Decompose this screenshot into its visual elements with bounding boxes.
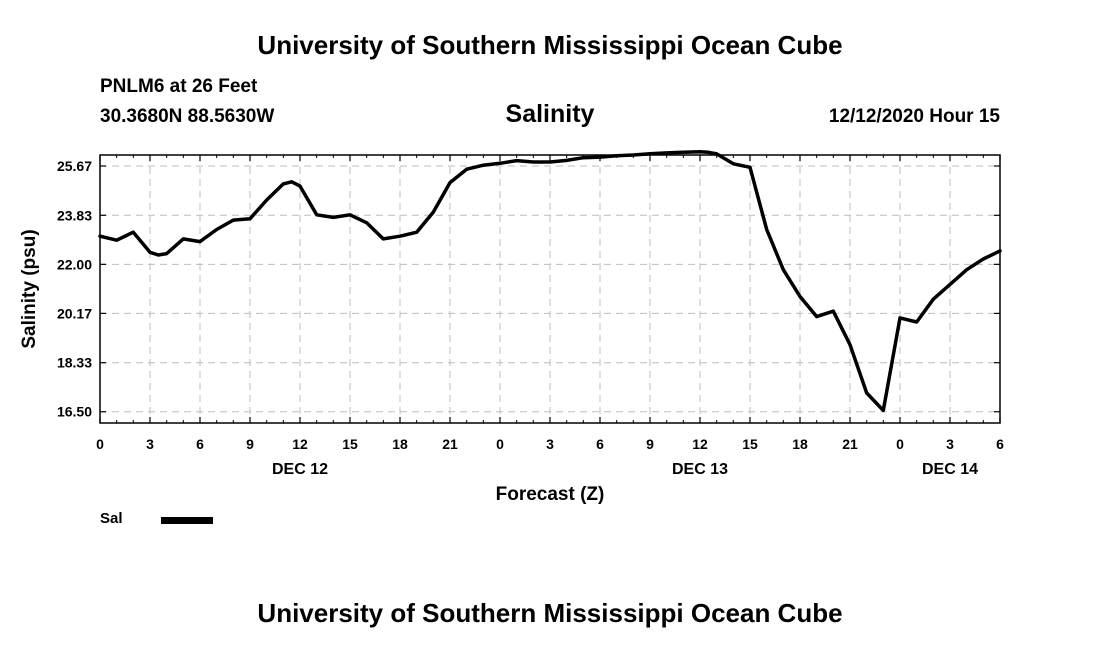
x-tick-label: 12 — [292, 436, 308, 452]
x-tick-label: 18 — [792, 436, 808, 452]
y-tick-label: 23.83 — [57, 207, 92, 223]
x-tick-label: 9 — [646, 436, 654, 452]
station-label: PNLM6 at 26 Feet — [100, 76, 258, 97]
legend-label: Sal — [100, 510, 123, 527]
x-tick-label: 3 — [946, 436, 954, 452]
x-tick-label: 0 — [496, 436, 504, 452]
x-axis-title: Forecast (Z) — [496, 484, 605, 505]
x-tick-label: 21 — [442, 436, 458, 452]
day-label: DEC 14 — [922, 461, 978, 478]
y-tick-label: 16.50 — [57, 404, 92, 420]
timestamp-label: 12/12/2020 Hour 15 — [828, 106, 1000, 127]
x-tick-label: 3 — [146, 436, 154, 452]
x-tick-label: 6 — [196, 436, 204, 452]
axis-labels: 0 3 6 9 12 15 18 21 0 3 6 9 12 15 18 21 0 3 6 16.50 18.33 20.… — [57, 158, 1004, 478]
day-label: DEC 13 — [672, 461, 728, 478]
x-tick-label: 0 — [96, 436, 104, 452]
x-tick-label: 18 — [392, 436, 408, 452]
top-title: University of Southern Mississippi Ocean… — [257, 30, 843, 60]
x-tick-label: 6 — [996, 436, 1004, 452]
y-tick-label: 20.17 — [57, 305, 92, 321]
y-tick-label: 25.67 — [57, 158, 92, 174]
series-line-sal — [98, 150, 1002, 413]
y-tick-label: 22.00 — [57, 256, 92, 272]
day-label: DEC 12 — [272, 461, 328, 478]
x-tick-label: 15 — [742, 436, 758, 452]
grid-lines — [100, 155, 1000, 423]
x-tick-label: 15 — [342, 436, 358, 452]
x-tick-label: 6 — [596, 436, 604, 452]
footer-title: University of Southern Mississippi Ocean… — [257, 598, 843, 628]
x-tick-label: 12 — [692, 436, 708, 452]
legend-swatch — [161, 517, 213, 524]
x-tick-label: 9 — [246, 436, 254, 452]
y-axis-title: Salinity (psu) — [19, 229, 40, 348]
x-tick-label: 3 — [546, 436, 554, 452]
chart-title: Salinity — [505, 100, 595, 128]
x-tick-label: 21 — [842, 436, 858, 452]
coordinates-label: 30.3680N 88.5630W — [100, 106, 275, 127]
x-tick-label: 0 — [896, 436, 904, 452]
axis-ticks — [99, 155, 1001, 423]
y-tick-label: 18.33 — [57, 355, 92, 371]
